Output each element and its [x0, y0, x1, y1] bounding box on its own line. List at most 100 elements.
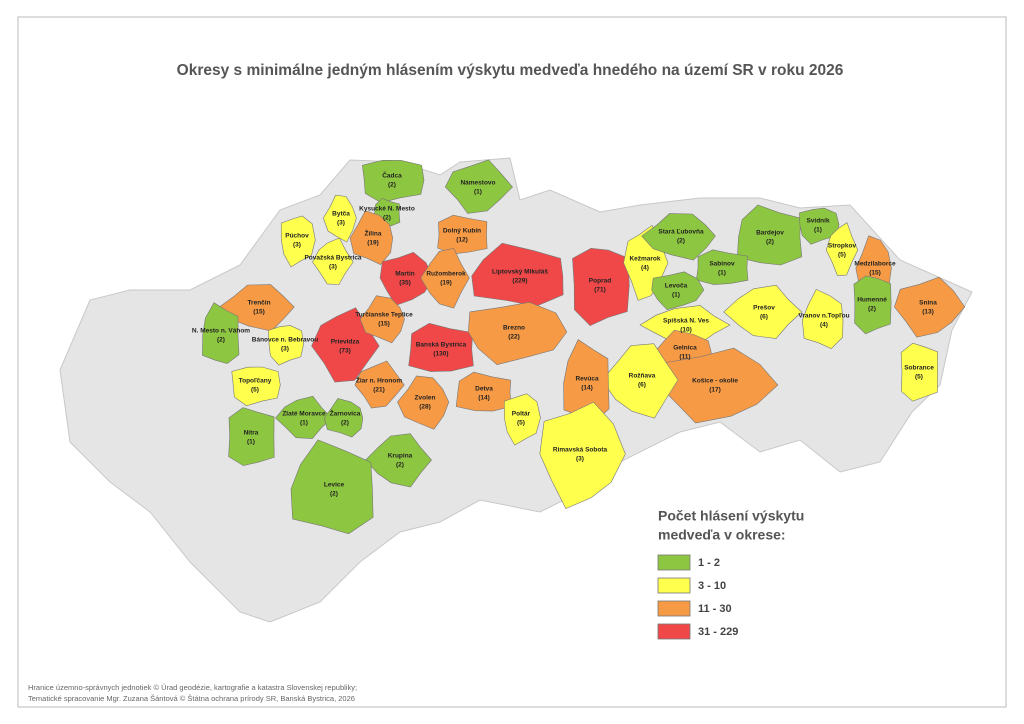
district-name: Zlaté Moravce	[282, 411, 326, 418]
district-name: Žilina	[365, 229, 382, 238]
district-area	[408, 322, 474, 372]
district-name: Levice	[324, 482, 345, 489]
district-name: Turčianske Teplice	[355, 312, 413, 319]
district-area	[397, 375, 450, 430]
district-area	[267, 325, 304, 366]
district-area	[471, 242, 564, 307]
district-count: (15)	[378, 321, 390, 328]
district-area	[503, 393, 541, 446]
district-name: Bardejov	[756, 230, 784, 237]
district-count: (14)	[478, 395, 490, 402]
district-count: (1)	[814, 227, 822, 234]
districts	[202, 159, 966, 535]
district-area	[362, 159, 425, 204]
district-name: Prievidza	[331, 339, 360, 346]
district-area	[311, 307, 380, 383]
district-name: Púchov	[285, 233, 309, 240]
district-count: (1)	[474, 189, 482, 196]
district-count: (6)	[638, 382, 646, 389]
district-name: N. Mesto n. Váhom	[192, 328, 250, 335]
district-name: Humenné	[857, 297, 887, 304]
district-count: (2)	[383, 215, 391, 222]
district-name: Považská Bystrica	[304, 255, 361, 262]
legend-label: 1 - 2	[698, 557, 720, 569]
district-name: Stará Ľubovňa	[658, 229, 704, 236]
district-name: Spišská N. Ves	[663, 318, 709, 325]
legend-swatch	[657, 623, 691, 640]
district-count: (1)	[247, 439, 255, 446]
district-count: (2)	[217, 337, 225, 344]
district-name: Žarnovica	[330, 409, 361, 418]
district-name: Sobrance	[904, 365, 934, 372]
district-count: (17)	[709, 387, 721, 394]
district-count: (5)	[838, 252, 846, 259]
district-name: Trenčín	[247, 300, 270, 307]
district-count: (71)	[594, 287, 606, 294]
district-count: (2)	[868, 306, 876, 313]
district-count: (11)	[679, 354, 690, 361]
district-count: (4)	[820, 322, 828, 329]
district-area	[322, 194, 357, 243]
district-count: (12)	[456, 237, 468, 244]
district-count: (4)	[641, 265, 649, 272]
district-area	[275, 395, 333, 439]
district-area	[651, 271, 705, 311]
district-count: (15)	[253, 309, 265, 316]
district-name: Námestovo	[460, 180, 495, 187]
district-name: Rimavská Sobota	[553, 447, 608, 454]
district-area	[312, 237, 354, 285]
district-count: (229)	[512, 278, 527, 285]
district-name: Topoľčany	[239, 378, 272, 385]
district-name: Košice - okolie	[692, 378, 738, 385]
district-name: Rožňava	[629, 373, 656, 380]
district-name: Medzilaborce	[854, 261, 896, 268]
district-count: (3)	[329, 264, 337, 271]
district-name: Zvolen	[415, 395, 436, 402]
district-count: (22)	[508, 334, 520, 341]
district-count: (2)	[341, 420, 349, 427]
legend-swatch	[657, 554, 691, 571]
district-area	[799, 207, 840, 245]
district-count: (14)	[581, 385, 593, 392]
district-count: (6)	[760, 314, 768, 321]
district-area	[290, 439, 374, 535]
district-area	[737, 204, 803, 266]
district-count: (2)	[330, 491, 338, 498]
district-area	[641, 213, 716, 261]
district-count: (5)	[517, 420, 525, 427]
district-area	[354, 360, 405, 409]
district-count: (13)	[922, 309, 934, 316]
district-count: (3)	[281, 346, 289, 353]
district-name: Gelnica	[673, 345, 697, 352]
district-area	[467, 301, 568, 366]
district-name: Liptovský Mikuláš	[492, 269, 548, 276]
district-name: Krupina	[388, 453, 413, 460]
district-name: Revúca	[575, 376, 599, 383]
district-area	[801, 289, 844, 350]
district-count: (130)	[433, 351, 448, 358]
district-area	[420, 247, 470, 309]
legend-label: 31 - 229	[698, 626, 738, 638]
district-count: (3)	[293, 242, 301, 249]
district-count: (15)	[869, 270, 881, 277]
district-name: Kysucké N. Mesto	[359, 206, 415, 213]
district-area	[825, 222, 859, 276]
district-area	[323, 398, 364, 438]
district-area	[228, 407, 275, 466]
district-name: Žiar n. Hronom	[356, 376, 402, 385]
district-area	[444, 159, 513, 214]
district-area	[894, 276, 966, 338]
district-area	[723, 284, 803, 339]
district-name: Čadca	[382, 171, 402, 180]
district-name: Levoča	[665, 283, 688, 290]
district-area	[231, 366, 281, 407]
legend-title: Počet hlásení výskytu	[658, 508, 804, 524]
district-name: Bánovce n. Bebravou	[252, 337, 318, 344]
district-name: Bytča	[332, 211, 350, 218]
legend-swatch	[657, 600, 691, 617]
district-name: Ružomberok	[426, 271, 466, 278]
district-area	[359, 295, 405, 344]
district-count: (2)	[766, 239, 774, 246]
district-count: (28)	[419, 404, 431, 411]
